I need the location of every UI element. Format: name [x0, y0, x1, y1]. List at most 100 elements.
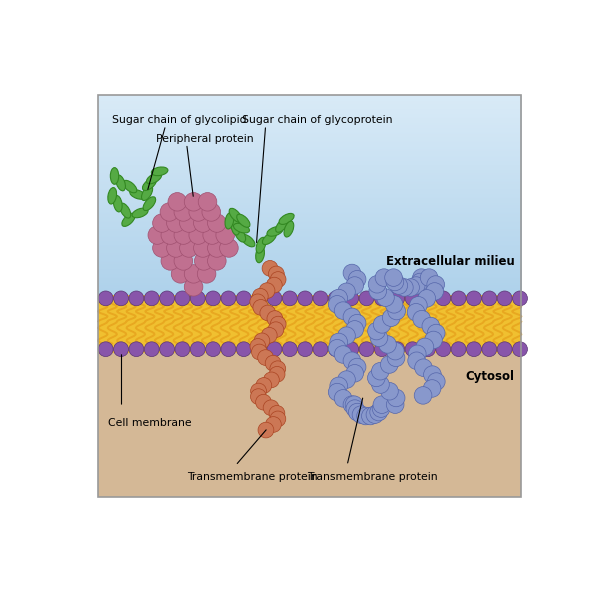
- Ellipse shape: [130, 190, 146, 199]
- Circle shape: [405, 342, 420, 356]
- Circle shape: [283, 291, 297, 306]
- Circle shape: [268, 266, 284, 282]
- Circle shape: [497, 342, 512, 356]
- Circle shape: [369, 282, 386, 300]
- Circle shape: [160, 291, 175, 306]
- Circle shape: [512, 342, 527, 356]
- Circle shape: [168, 193, 187, 211]
- Circle shape: [98, 291, 113, 306]
- Circle shape: [250, 338, 266, 354]
- Circle shape: [174, 226, 193, 244]
- Circle shape: [338, 327, 355, 344]
- Circle shape: [343, 396, 361, 413]
- Circle shape: [189, 226, 208, 244]
- Circle shape: [359, 291, 374, 306]
- Circle shape: [328, 340, 346, 357]
- Circle shape: [388, 302, 406, 320]
- Circle shape: [346, 277, 364, 294]
- Circle shape: [451, 291, 466, 306]
- Circle shape: [422, 317, 440, 335]
- Circle shape: [390, 277, 407, 295]
- Circle shape: [375, 269, 393, 286]
- Circle shape: [269, 406, 285, 421]
- Circle shape: [267, 291, 282, 306]
- Ellipse shape: [116, 175, 125, 191]
- Circle shape: [298, 342, 313, 356]
- Circle shape: [387, 349, 405, 367]
- Circle shape: [420, 269, 438, 286]
- Circle shape: [144, 342, 159, 356]
- Circle shape: [184, 193, 203, 211]
- Circle shape: [283, 342, 297, 356]
- Circle shape: [348, 314, 366, 332]
- Circle shape: [427, 373, 445, 391]
- Ellipse shape: [225, 212, 234, 229]
- Circle shape: [203, 226, 221, 244]
- Circle shape: [206, 291, 221, 306]
- Circle shape: [167, 214, 185, 232]
- Ellipse shape: [146, 173, 161, 184]
- Circle shape: [189, 203, 208, 221]
- Circle shape: [386, 273, 404, 291]
- Circle shape: [408, 352, 425, 370]
- Circle shape: [436, 291, 451, 306]
- Circle shape: [113, 291, 128, 306]
- Ellipse shape: [256, 246, 265, 263]
- Circle shape: [208, 239, 226, 257]
- Circle shape: [416, 338, 434, 356]
- Ellipse shape: [151, 167, 168, 176]
- Circle shape: [328, 342, 343, 356]
- Circle shape: [267, 342, 282, 356]
- Circle shape: [407, 304, 425, 321]
- Circle shape: [373, 316, 391, 333]
- Circle shape: [252, 291, 266, 306]
- Ellipse shape: [108, 188, 116, 204]
- Ellipse shape: [241, 235, 255, 247]
- Circle shape: [482, 291, 497, 306]
- Circle shape: [426, 283, 443, 300]
- Circle shape: [373, 396, 391, 413]
- Ellipse shape: [110, 167, 119, 184]
- Circle shape: [377, 289, 394, 307]
- Bar: [98, 347, 521, 497]
- Circle shape: [366, 406, 384, 424]
- Circle shape: [254, 333, 270, 349]
- Circle shape: [343, 264, 361, 282]
- Text: Cytosol: Cytosol: [466, 370, 514, 383]
- Circle shape: [260, 305, 276, 321]
- Ellipse shape: [267, 227, 283, 236]
- Circle shape: [262, 328, 277, 343]
- Circle shape: [265, 355, 281, 371]
- Circle shape: [194, 214, 212, 232]
- Circle shape: [423, 380, 441, 397]
- Circle shape: [262, 260, 278, 276]
- Ellipse shape: [233, 223, 250, 233]
- Circle shape: [270, 411, 286, 427]
- Circle shape: [346, 400, 364, 418]
- Circle shape: [367, 369, 385, 386]
- Ellipse shape: [256, 238, 266, 253]
- Circle shape: [148, 226, 167, 244]
- Circle shape: [198, 193, 217, 211]
- Circle shape: [372, 400, 390, 418]
- Circle shape: [346, 365, 364, 382]
- Circle shape: [266, 277, 282, 293]
- Circle shape: [343, 352, 361, 370]
- Circle shape: [427, 324, 445, 342]
- Circle shape: [152, 214, 171, 232]
- Circle shape: [407, 277, 425, 295]
- Circle shape: [298, 291, 313, 306]
- Circle shape: [216, 226, 235, 244]
- Circle shape: [161, 226, 179, 244]
- Ellipse shape: [122, 213, 135, 226]
- Circle shape: [410, 296, 427, 314]
- Circle shape: [467, 291, 481, 306]
- Circle shape: [270, 272, 286, 287]
- Circle shape: [374, 291, 389, 306]
- Circle shape: [344, 291, 359, 306]
- Circle shape: [345, 396, 363, 413]
- Circle shape: [385, 269, 403, 286]
- Circle shape: [386, 343, 404, 360]
- Circle shape: [411, 273, 429, 291]
- Circle shape: [190, 342, 205, 356]
